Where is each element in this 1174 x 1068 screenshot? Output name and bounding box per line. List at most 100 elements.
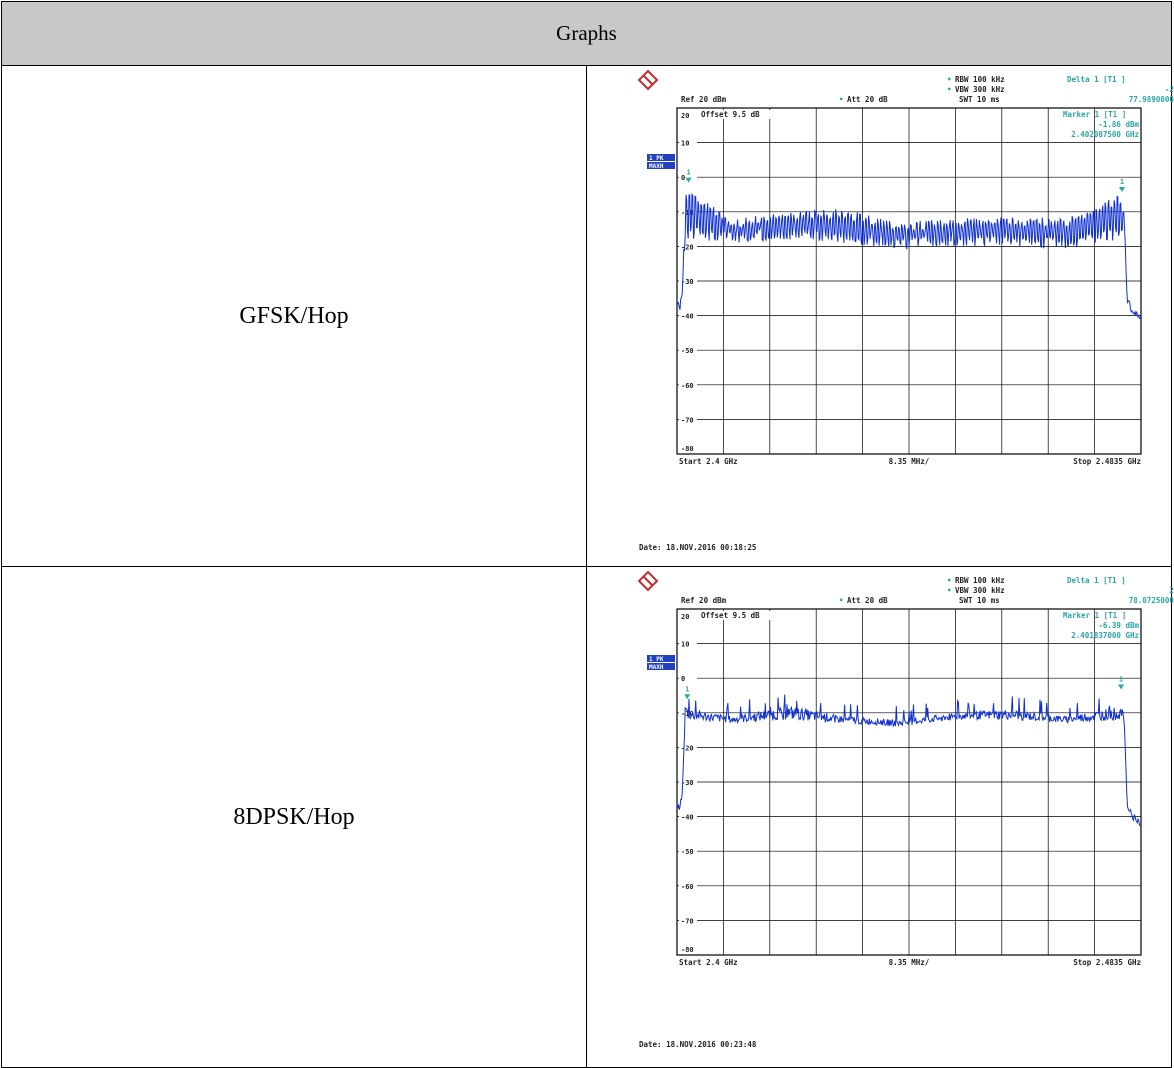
y-tick-bg — [679, 111, 697, 120]
rs-logo-stroke — [642, 575, 654, 587]
x-start-label: Start 2.4 GHz — [679, 457, 738, 466]
trace-tag-text: 1 PK — [649, 155, 664, 162]
attenuation-text: Att 20 dB — [847, 596, 888, 605]
delta-level: -2.71 dB — [1165, 85, 1174, 94]
rs-logo-icon — [637, 69, 659, 91]
date-text: Date: 18.NOV.2016 00:23:48 — [639, 1040, 757, 1049]
trace-1-line — [676, 694, 1142, 827]
y-tick-bg — [679, 612, 697, 621]
trace-mode-text: MAXH — [649, 664, 664, 671]
y-tick-label: 0 — [681, 174, 685, 182]
swt-text: SWT 10 ms — [959, 596, 1000, 605]
y-tick-bg — [679, 242, 697, 252]
delta-1-label: 1 — [1120, 178, 1124, 186]
y-tick-label: -30 — [681, 779, 694, 787]
rs-logo-icon — [637, 570, 659, 592]
row-label-8dpsk: 8DPSK/Hop — [1, 566, 587, 1068]
att-bullet: • — [839, 596, 844, 605]
y-tick-bg — [679, 743, 697, 753]
marker-frequency: 2.402087500 GHz — [1071, 130, 1139, 139]
date-text: Date: 18.NOV.2016 00:18:25 — [639, 543, 756, 552]
y-tick-label: -40 — [681, 313, 694, 321]
y-tick-bg — [679, 916, 697, 926]
y-tick-bg — [679, 847, 697, 857]
delta-level: 2.85 dB — [1169, 586, 1174, 595]
y-tick-label: -60 — [681, 382, 694, 390]
trace-tag-text: 1 PK — [649, 656, 664, 663]
marker-1-arrow — [684, 694, 691, 700]
trace-1-line — [676, 192, 1142, 320]
spectrum-plot-gfsk: Ref 20 dBm • Att 20 dB• RBW 100 kHz• VBW 300… — [637, 69, 1174, 552]
delta-title: Delta 1 [T1 ] — [1067, 576, 1126, 585]
y-tick-label: 10 — [681, 140, 689, 148]
marker-title: Marker 1 [T1 ] — [1063, 611, 1126, 620]
plot-cell-gfsk: Ref 20 dBm • Att 20 dB • RBW 100 kHz • VBW 300… — [586, 65, 1174, 567]
rbw-bullet: • — [947, 75, 952, 84]
marker-1-arrow — [685, 177, 692, 183]
x-span-label: 8.35 MHz/ — [889, 958, 930, 967]
y-tick-bg — [679, 346, 697, 356]
y-tick-label: -60 — [681, 883, 694, 891]
y-tick-label: 10 — [681, 641, 689, 649]
rbw-text: RBW 100 kHz — [955, 576, 1005, 585]
marker-1-label: 1 — [685, 685, 689, 693]
offset-bg — [699, 110, 803, 119]
rbw-bullet: • — [947, 576, 952, 585]
delta-frequency: 78.072500000 MHz — [1129, 596, 1174, 605]
y-tick-bg — [679, 277, 697, 286]
y-tick-bg — [679, 311, 697, 321]
x-stop-label: Stop 2.4835 GHz — [1073, 958, 1141, 967]
y-tick-label: 20 — [681, 613, 689, 621]
y-tick-label: -20 — [681, 243, 694, 251]
y-tick-label: -80 — [681, 445, 694, 453]
y-tick-bg — [679, 207, 697, 217]
y-tick-bg — [679, 778, 697, 787]
y-tick-bg — [679, 415, 697, 425]
y-tick-label: -50 — [681, 848, 694, 856]
x-stop-label: Stop 2.4835 GHz — [1073, 457, 1141, 466]
plot-cell-8dpsk: Ref 20 dBm • Att 20 dB • RBW 100 kHz • VBW 300… — [586, 566, 1174, 1068]
y-tick-label: -70 — [681, 917, 694, 925]
marker-level: -1.86 dBm — [1098, 120, 1139, 129]
x-span-label: 8.35 MHz/ — [889, 457, 930, 466]
marker-1-label: 1 — [686, 169, 690, 177]
y-tick-bg — [679, 674, 697, 684]
row-label-gfsk: GFSK/Hop — [1, 65, 587, 567]
rs-logo-stroke — [642, 74, 654, 86]
trace-mode-box — [647, 663, 675, 670]
y-tick-bg — [679, 812, 697, 822]
y-tick-label: -80 — [681, 946, 694, 954]
delta-title: Delta 1 [T1 ] — [1067, 75, 1126, 84]
marker-level: -6.39 dBm — [1098, 621, 1139, 630]
y-tick-label: 0 — [681, 675, 685, 683]
trace-mode-text: MAXH — [649, 163, 664, 170]
vbw-bullet: • — [947, 586, 952, 595]
attenuation-text: Att 20 dB — [847, 95, 888, 104]
x-start-label: Start 2.4 GHz — [679, 958, 738, 967]
vbw-bullet: • — [947, 85, 952, 94]
y-tick-label: -50 — [681, 347, 694, 355]
delta-frequency: 77.989000000 MHz — [1129, 95, 1174, 104]
trace-tag-box — [647, 154, 675, 161]
y-tick-bg — [679, 444, 697, 453]
marker-title: Marker 1 [T1 ] — [1063, 110, 1126, 119]
trace-tag-box — [647, 655, 675, 662]
ref-level-text: Ref 20 dBm — [681, 95, 727, 104]
y-tick-label: -30 — [681, 278, 694, 286]
delta-1-label: 1 — [1119, 675, 1123, 683]
delta-1-arrow — [1118, 187, 1125, 193]
y-tick-bg — [679, 380, 697, 390]
ref-level-text: Ref 20 dBm — [681, 596, 727, 605]
y-tick-label: -20 — [681, 744, 694, 752]
y-tick-bg — [679, 138, 697, 148]
spectrum-plot-8dpsk: Ref 20 dBm • Att 20 dB• RBW 100 kHz• VBW 300… — [637, 570, 1174, 1049]
swt-text: SWT 10 ms — [959, 95, 1000, 104]
y-tick-label: 20 — [681, 112, 689, 120]
delta-1-arrow — [1118, 684, 1125, 690]
offset-text: Offset 9.5 dB — [701, 110, 760, 119]
trace-mode-box — [647, 162, 675, 169]
y-tick-bg — [679, 881, 697, 891]
y-tick-label: -40 — [681, 814, 694, 822]
y-tick-label: -70 — [681, 416, 694, 424]
